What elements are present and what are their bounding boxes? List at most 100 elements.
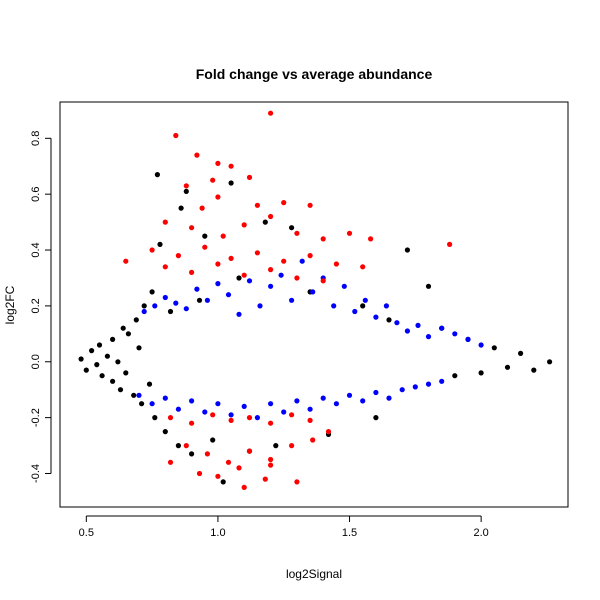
data-point <box>83 367 89 373</box>
data-point <box>228 163 234 169</box>
data-point <box>183 183 189 189</box>
data-point <box>110 336 116 342</box>
data-point <box>373 415 379 421</box>
data-point <box>173 132 179 139</box>
data-point <box>257 303 263 309</box>
data-point <box>307 202 313 208</box>
data-point <box>241 272 247 278</box>
data-point <box>478 370 484 376</box>
data-point <box>123 258 129 264</box>
data-point <box>241 484 247 490</box>
data-point <box>425 334 432 340</box>
y-axis: -0.4 -0.2 0.0 0.2 0.4 0.6 0.8 <box>30 131 52 483</box>
data-point <box>157 241 163 247</box>
data-point <box>246 448 253 454</box>
data-point <box>320 236 326 242</box>
data-point <box>117 387 124 393</box>
data-point <box>189 398 195 404</box>
data-point <box>268 110 274 116</box>
data-point <box>241 403 247 409</box>
data-point <box>194 286 200 292</box>
data-point <box>268 213 274 220</box>
data-point <box>110 378 116 384</box>
data-point <box>412 384 418 390</box>
data-point <box>228 180 234 186</box>
data-point <box>360 303 366 309</box>
data-point <box>425 381 432 387</box>
data-point <box>215 281 221 287</box>
data-point <box>386 317 392 323</box>
data-point <box>220 479 226 485</box>
data-point <box>281 200 287 206</box>
data-point <box>99 373 105 379</box>
data-point <box>278 272 284 278</box>
data-point <box>547 359 553 365</box>
data-point <box>307 406 313 412</box>
data-point <box>225 292 232 298</box>
data-point <box>439 325 445 331</box>
data-point <box>415 322 421 328</box>
data-point <box>262 219 268 225</box>
data-point <box>210 177 216 183</box>
data-point <box>360 398 366 404</box>
data-point <box>346 230 353 236</box>
y-tick-label: 0.6 <box>30 187 42 202</box>
data-point <box>154 172 160 178</box>
y-axis-label: log2FC <box>3 285 17 324</box>
data-point <box>504 364 511 370</box>
data-point <box>518 350 524 356</box>
data-point <box>133 317 139 323</box>
data-point <box>254 250 260 256</box>
data-point <box>491 345 497 351</box>
data-point <box>189 451 195 457</box>
y-tick-label: 0.2 <box>30 298 42 313</box>
data-point <box>268 462 274 468</box>
data-point <box>325 429 332 435</box>
plot-points <box>78 110 553 490</box>
data-point <box>78 356 84 362</box>
data-point <box>373 314 379 320</box>
data-point <box>268 283 274 289</box>
data-point <box>368 236 374 242</box>
data-point <box>360 264 366 270</box>
x-axis-label: log2Signal <box>286 567 342 581</box>
data-point <box>141 308 147 315</box>
data-point <box>196 470 203 477</box>
plot-frame <box>59 101 569 508</box>
data-point <box>320 278 326 284</box>
data-point <box>236 311 242 317</box>
data-point <box>268 401 274 407</box>
data-point <box>183 306 189 312</box>
x-tick-label: 1.0 <box>210 527 225 539</box>
data-point <box>273 443 279 449</box>
data-point <box>149 289 155 295</box>
data-point <box>452 373 458 379</box>
data-point <box>194 152 200 158</box>
data-point <box>210 412 216 418</box>
data-point <box>96 342 103 348</box>
data-point <box>215 261 221 267</box>
data-point <box>447 241 453 247</box>
data-point <box>331 303 337 309</box>
data-point <box>104 353 110 359</box>
data-point <box>196 297 203 303</box>
data-point <box>89 348 95 354</box>
data-point <box>281 258 287 264</box>
data-point <box>162 264 168 270</box>
data-point <box>425 283 432 289</box>
data-point <box>452 331 458 337</box>
data-point <box>136 345 142 351</box>
data-point <box>215 401 221 407</box>
chart-title: Fold change vs average abundance <box>196 66 433 82</box>
data-point <box>162 219 168 225</box>
y-tick-label: 0.4 <box>30 242 42 257</box>
data-point <box>120 325 126 331</box>
data-point <box>404 247 410 253</box>
data-point <box>162 294 168 301</box>
data-point <box>246 278 253 284</box>
data-point <box>210 437 216 443</box>
data-point <box>94 362 100 368</box>
data-point <box>294 479 300 485</box>
